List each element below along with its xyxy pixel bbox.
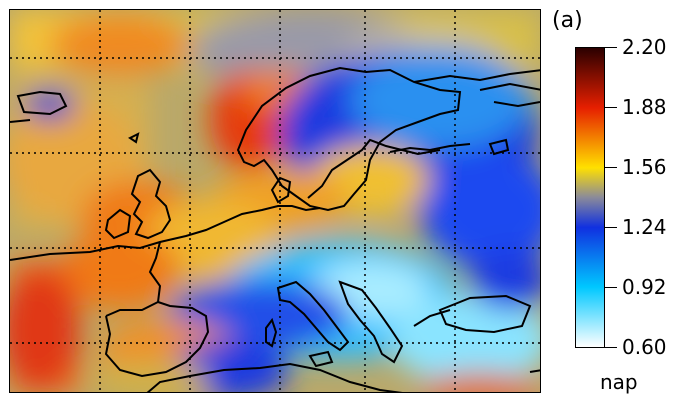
colorbar-tick-label-3: 1.56	[622, 155, 667, 179]
colorbar-tick-1	[605, 47, 617, 48]
colorbar-tick-5	[605, 287, 617, 288]
colorbar-tick-2	[605, 107, 617, 108]
colorbar-units-label: nap	[600, 370, 638, 394]
heatmap-field	[10, 10, 540, 392]
colorbar-tick-label-1: 2.20	[622, 35, 667, 59]
colorbar-tick-label-2: 1.88	[622, 95, 667, 119]
colorbar	[575, 47, 605, 348]
gridlines	[10, 10, 540, 392]
colorbar-tick-label-4: 1.24	[622, 215, 667, 239]
colorbar-tick-4	[605, 227, 617, 228]
panel-label: (a)	[552, 8, 583, 33]
colorbar-tick-3	[605, 167, 617, 168]
colorbar-tick-6	[605, 347, 617, 348]
map-panel	[9, 9, 541, 393]
coastlines	[10, 66, 540, 392]
colorbar-tick-label-5: 0.92	[622, 275, 667, 299]
map-svg	[10, 10, 540, 392]
colorbar-tick-label-6: 0.60	[622, 335, 667, 359]
